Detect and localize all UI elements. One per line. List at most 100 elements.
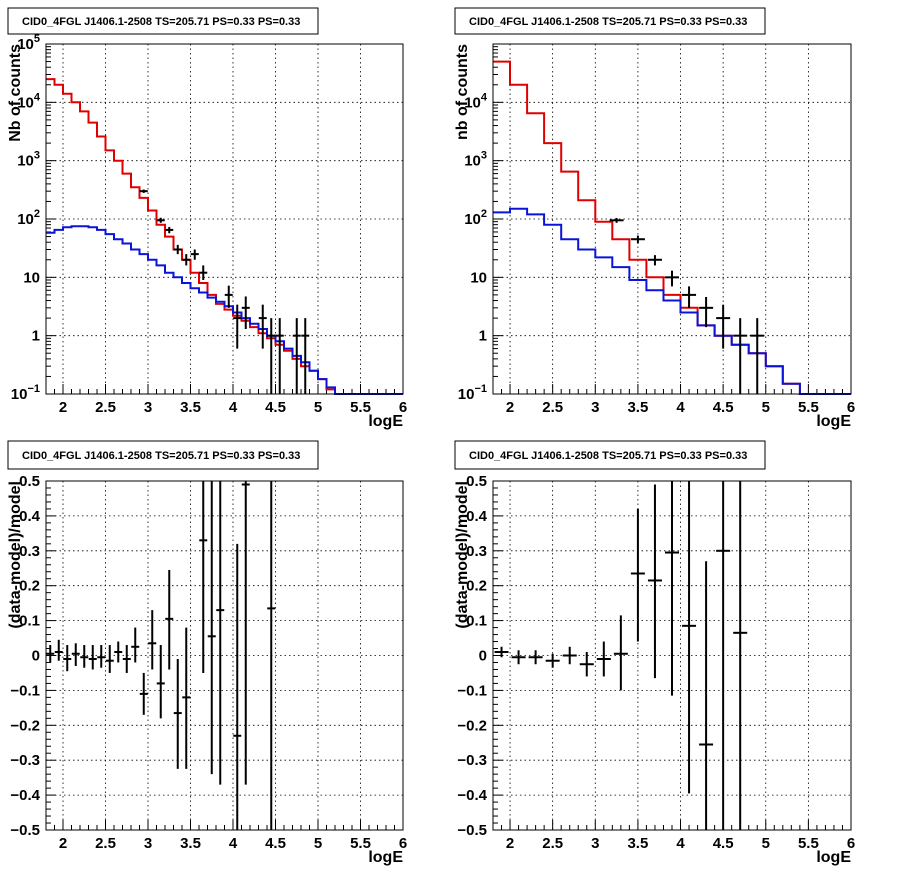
- data-point: [579, 652, 594, 677]
- data-point: [139, 189, 148, 193]
- data-point: [182, 627, 191, 769]
- plot-area: [45, 480, 404, 831]
- data-point: [156, 645, 165, 719]
- x-tick-label: 5.5: [798, 399, 819, 416]
- title-box: [454, 7, 766, 35]
- data-point: [173, 244, 182, 255]
- x-tick-label: 5.5: [350, 835, 371, 852]
- x-tick-label: 3: [144, 399, 152, 416]
- data-point: [80, 645, 89, 668]
- data-point: [71, 643, 80, 666]
- x-tick-label: 5: [314, 399, 322, 416]
- y-tick-label: 102: [464, 208, 487, 228]
- data-point: [267, 481, 276, 830]
- x-tick-label: 4.5: [713, 835, 734, 852]
- y-axis-label: nb of counts: [454, 44, 471, 140]
- data-point: [301, 318, 310, 394]
- data-point: [733, 318, 748, 394]
- x-tick-label: 3.5: [627, 399, 648, 416]
- y-tick-label: 0.3: [19, 543, 40, 560]
- data-point: [199, 265, 208, 281]
- data-point: [148, 610, 157, 670]
- y-tick-exponent: 2: [34, 208, 40, 220]
- data-point: [292, 318, 301, 394]
- x-tick-label: 5: [762, 835, 770, 852]
- data-point: [562, 646, 577, 665]
- panel-4: 2 2.5 3 3.5 4 4.5 5 5.5 6 −0.5 −0.4 −0.3 −0.2 −0.1 0 0.…: [454, 440, 855, 866]
- y-tick-label: 10−1: [11, 383, 40, 403]
- panel-3: 2 2.5 3 3.5 4 4.5 5 5.5 6 −0.5 −0.4 −0.3 −0.2 −0.1 0 0.…: [7, 440, 407, 866]
- y-tick-label: −0.1: [457, 682, 487, 699]
- y-tick-base: 10: [464, 211, 481, 228]
- plot-area: [492, 43, 852, 395]
- y-axis-label: (data-model)/model: [454, 481, 471, 629]
- y-tick-label: 103: [464, 150, 487, 170]
- data-point: [46, 645, 55, 663]
- x-tick-label: 4: [676, 835, 685, 852]
- data-point: [139, 672, 148, 715]
- x-tick-label: 5: [762, 399, 770, 416]
- y-tick-exponent: −1: [27, 383, 40, 395]
- plot-area: [45, 43, 404, 395]
- x-tick-label: 4: [676, 399, 685, 416]
- data-point: [241, 481, 250, 785]
- y-tick-label: 0.5: [19, 473, 40, 490]
- y-tick-label: 104: [17, 91, 41, 111]
- y-tick-exponent: 2: [481, 208, 487, 220]
- plot-frame: [45, 480, 404, 831]
- x-axis-label: logE: [368, 413, 403, 430]
- data-point: [165, 569, 174, 670]
- data-point: [699, 561, 714, 830]
- x-tick-label: 2.5: [95, 835, 116, 852]
- y-tick-label: 10: [23, 269, 40, 286]
- x-tick-label: 5: [314, 835, 322, 852]
- y-tick-label: −0.4: [457, 787, 487, 804]
- y-tick-label: 0.4: [466, 508, 488, 525]
- data-point: [63, 645, 72, 672]
- data-point: [682, 286, 697, 308]
- plot-frame: [492, 43, 852, 395]
- data-point: [258, 304, 267, 349]
- y-axis-label: (data-model)/model: [7, 481, 24, 629]
- x-tick-label: 4: [229, 835, 238, 852]
- y-tick-base: 10: [11, 386, 28, 403]
- y-tick-base: 10: [464, 153, 481, 170]
- data-point: [114, 641, 123, 663]
- background-model-line: [46, 225, 403, 395]
- y-tick-label: −0.3: [10, 752, 40, 769]
- x-tick-label: 2: [59, 399, 67, 416]
- y-tick-label: 104: [464, 91, 488, 111]
- x-tick-label: 4.5: [713, 399, 734, 416]
- x-tick-label: 6: [399, 399, 407, 416]
- data-point: [665, 270, 679, 287]
- x-tick-label: 2.5: [95, 399, 116, 416]
- data-point: [190, 249, 199, 260]
- x-tick-label: 3.5: [627, 835, 648, 852]
- y-tick-label: 10−1: [458, 383, 487, 403]
- background-model-line: [493, 207, 851, 395]
- y-tick-label: 0: [32, 648, 40, 665]
- panel-2: 2 2.5 3 3.5 4 4.5 5 5.5 610−1110102103104CID0_4F…: [454, 7, 855, 430]
- y-tick-label: 102: [17, 208, 40, 228]
- data-point: [275, 318, 284, 394]
- title-box: [7, 7, 319, 35]
- x-tick-label: 2: [59, 835, 67, 852]
- x-tick-label: 3.5: [180, 835, 201, 852]
- x-tick-label: 3: [591, 399, 599, 416]
- data-point: [647, 255, 662, 266]
- y-tick-label: 0.1: [466, 613, 487, 630]
- data-point: [97, 645, 106, 668]
- data-point: [545, 653, 560, 668]
- y-tick-label: −0.3: [457, 752, 487, 769]
- data-point: [665, 481, 679, 696]
- y-tick-label: 1: [32, 328, 40, 345]
- y-tick-label: 0.2: [466, 578, 487, 595]
- y-tick-label: 0.4: [19, 508, 41, 525]
- x-tick-label: 4.5: [265, 835, 286, 852]
- data-point: [131, 627, 140, 663]
- data-point: [647, 484, 662, 679]
- chart-title: CID0_4FGL J1406.1-2508 TS=205.71 PS=0.33…: [469, 450, 747, 462]
- data-point: [173, 658, 182, 769]
- data-point: [88, 645, 97, 670]
- y-tick-exponent: 4: [481, 91, 488, 103]
